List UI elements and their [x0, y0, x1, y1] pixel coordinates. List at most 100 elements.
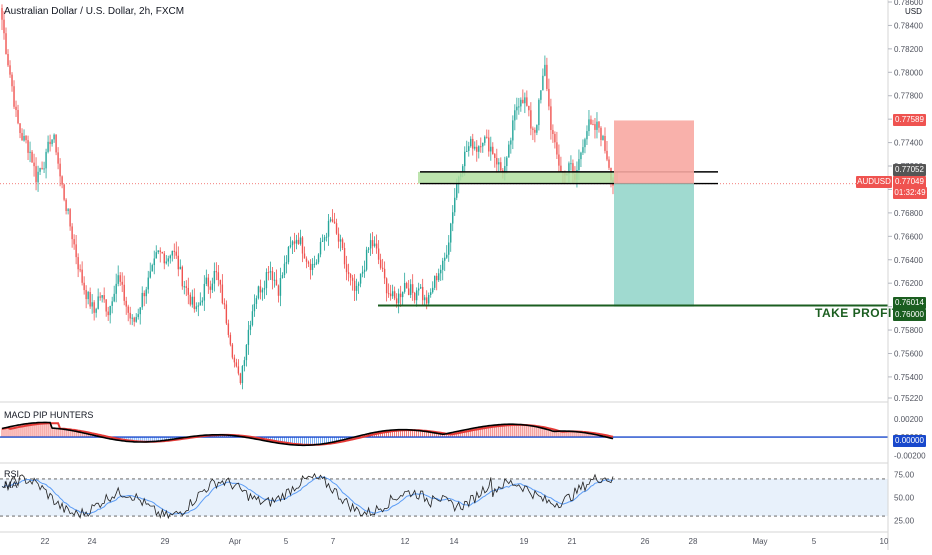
candle-body [367, 248, 370, 250]
candle-body [432, 287, 434, 293]
rsi-indicator-label[interactable]: RSI [4, 469, 20, 479]
candle-body [303, 253, 306, 259]
chart-title: Australian Dollar / U.S. Dollar, 2h, FXC… [4, 6, 185, 17]
price-tick-label: 0.75600 [894, 349, 923, 358]
candle-body [534, 129, 536, 133]
candle-body [55, 134, 57, 153]
time-tick-label: May [752, 537, 767, 546]
candle-body [454, 197, 456, 213]
candle-body [27, 140, 29, 153]
candle-body [267, 272, 270, 274]
candle-body [107, 311, 109, 316]
time-tick-label: 28 [689, 537, 698, 546]
candle-body [482, 142, 484, 147]
candle-body [389, 293, 392, 297]
stop-price-tag: 0.77589 [893, 114, 926, 126]
candle-body [45, 151, 47, 169]
macd-tick-label: -0.00200 [894, 451, 926, 460]
candle-body [582, 147, 584, 153]
candle-body [255, 298, 258, 304]
candle-body [285, 262, 288, 264]
candle-body [494, 154, 496, 158]
candle-body [379, 259, 382, 268]
candle-body [590, 119, 592, 125]
candle-body [25, 135, 27, 141]
candle-body [301, 237, 304, 254]
rsi-band [0, 478, 888, 517]
candle-body [73, 239, 75, 245]
candle-body [488, 137, 490, 152]
candle-body [421, 286, 424, 301]
candle-body [600, 127, 602, 140]
candle-body [65, 199, 67, 211]
current-price-tag: 0.77049 [893, 176, 926, 188]
candle-body [243, 360, 246, 367]
candle-body [15, 106, 17, 111]
candle-body [49, 141, 51, 145]
candle-body [111, 301, 113, 306]
time-tick-label: 26 [641, 537, 650, 546]
candle-body [490, 146, 492, 152]
candle-body [177, 255, 179, 270]
candle-body [558, 154, 560, 166]
candle-body [291, 241, 294, 246]
candle-body [407, 288, 410, 295]
candle-body [361, 271, 364, 274]
candle-body [540, 90, 542, 100]
candle-body [524, 97, 526, 104]
candle-body [520, 99, 522, 107]
price-tick-label: 0.77400 [894, 139, 923, 148]
candle-body [572, 163, 574, 175]
candle-body [121, 281, 123, 285]
candle-body [205, 277, 208, 284]
candle-body [137, 314, 139, 318]
candle-body [476, 146, 478, 152]
candle-body [448, 242, 450, 255]
candle-body [560, 165, 562, 172]
candle-body [375, 243, 378, 249]
candle-body [353, 280, 356, 291]
candle-body [347, 272, 350, 275]
candle-body [239, 373, 242, 384]
candle-body [438, 273, 440, 281]
candle-body [588, 119, 590, 132]
price-tick-label: 0.78200 [894, 45, 923, 54]
candle-body [171, 250, 173, 256]
candle-body [91, 302, 93, 307]
candle-body [317, 254, 320, 263]
candle-body [295, 239, 298, 244]
countdown-tag: 01:32:49 [893, 187, 927, 199]
candle-body [498, 162, 500, 165]
candle-body [343, 247, 346, 265]
candle-body [225, 304, 228, 324]
candle-body [247, 329, 250, 345]
candle-body [223, 303, 226, 305]
price-tick-label: 0.78000 [894, 68, 923, 77]
candle-body [109, 305, 111, 316]
candle-body [127, 306, 129, 313]
candle-body [169, 255, 171, 259]
candle-body [133, 317, 135, 322]
tp-price-tag-b: 0.76000 [893, 309, 926, 321]
ma-indicator-label[interactable]: MA [4, 480, 18, 490]
candle-body [237, 366, 240, 374]
candle-body [21, 133, 23, 141]
candle-body [117, 275, 119, 284]
time-tick-label: 5 [812, 537, 817, 546]
price-tick-label: 0.75220 [894, 394, 923, 403]
time-tick-label: 14 [450, 537, 459, 546]
candle-body [425, 297, 428, 304]
candle-body [500, 162, 502, 171]
candle-body [339, 239, 342, 242]
candle-body [89, 291, 91, 307]
candle-body [1, 7, 3, 20]
candle-body [63, 184, 65, 200]
candle-body [265, 272, 268, 289]
candle-body [409, 284, 412, 295]
candle-body [516, 106, 518, 111]
candle-body [207, 277, 210, 287]
macd-indicator-label[interactable]: MACD PIP HUNTERS [4, 410, 94, 420]
candle-body [161, 251, 163, 254]
